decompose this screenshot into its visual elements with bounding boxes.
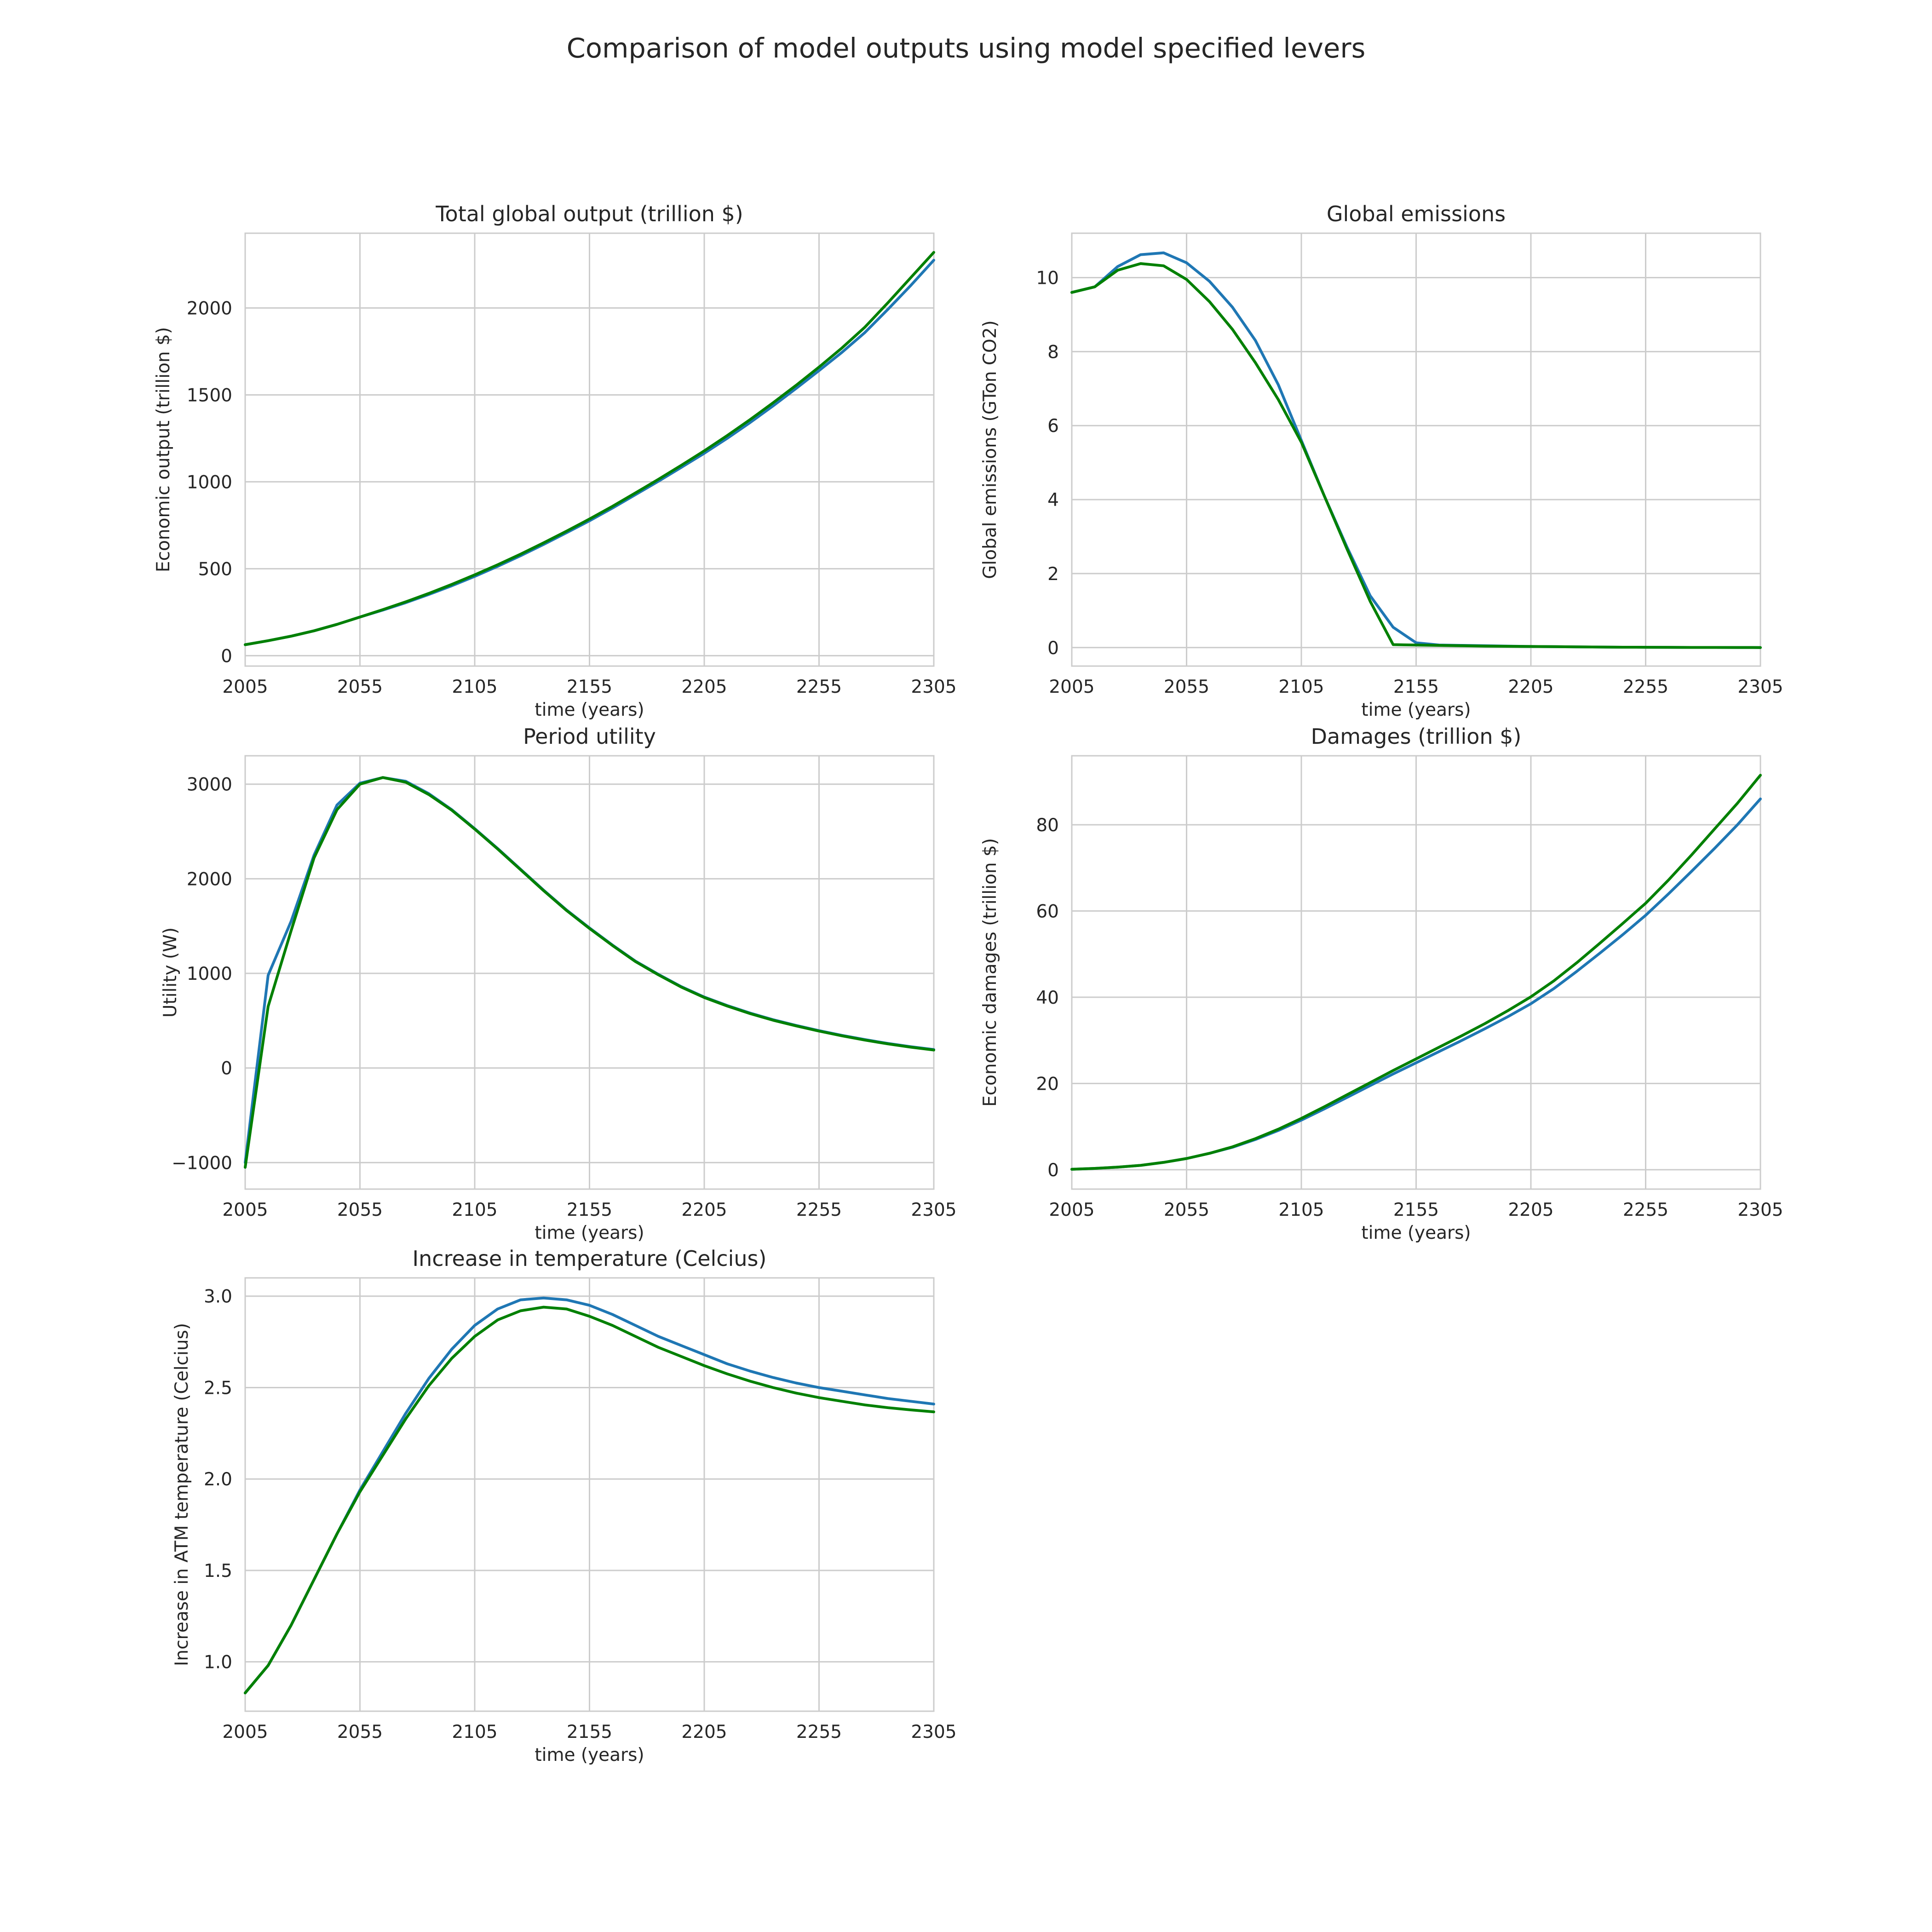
series-line-2 <box>1070 262 1762 649</box>
x-tick-label: 2305 <box>911 1722 956 1742</box>
x-axis-label: time (years) <box>1361 1223 1471 1243</box>
y-tick-label: 8 <box>1047 342 1059 362</box>
y-tick-label: 1.5 <box>204 1561 232 1581</box>
y-tick-label: 2000 <box>187 869 232 890</box>
subplot-title: Global emissions <box>1327 201 1506 226</box>
x-tick-label: 2255 <box>1623 677 1668 697</box>
x-axis-label: time (years) <box>535 700 644 720</box>
x-tick-label: 2005 <box>222 1722 268 1742</box>
x-tick-label: 2155 <box>567 1722 612 1742</box>
y-tick-label: 4 <box>1047 490 1059 511</box>
x-tick-label: 2055 <box>1164 677 1209 697</box>
x-tick-label: 2105 <box>452 1200 497 1220</box>
plot-frame <box>1071 755 1761 1190</box>
y-tick-label: 1.0 <box>204 1652 232 1673</box>
x-tick-label: 2305 <box>911 1200 956 1220</box>
figure-title: Comparison of model outputs using model … <box>567 32 1366 64</box>
x-axis-label: time (years) <box>535 1223 644 1243</box>
x-tick-label: 2255 <box>1623 1200 1668 1220</box>
x-tick-label: 2105 <box>1278 677 1324 697</box>
x-tick-label: 2255 <box>796 677 842 697</box>
x-tick-label: 2155 <box>567 677 612 697</box>
y-tick-label: 2000 <box>187 299 232 319</box>
y-tick-label: 6 <box>1047 416 1059 437</box>
x-tick-label: 2105 <box>1278 1200 1324 1220</box>
x-tick-label: 2205 <box>1508 677 1553 697</box>
plot-frame <box>244 232 935 667</box>
y-tick-label: 20 <box>1036 1074 1059 1094</box>
y-tick-label: 2.5 <box>204 1378 232 1398</box>
x-tick-label: 2305 <box>1737 1200 1783 1220</box>
x-tick-label: 2205 <box>681 677 727 697</box>
y-tick-label: 2.0 <box>204 1469 232 1490</box>
subplot-title: Increase in temperature (Celcius) <box>413 1246 767 1271</box>
x-tick-label: 2155 <box>1393 1200 1439 1220</box>
x-tick-label: 2155 <box>1393 677 1439 697</box>
x-tick-label: 2205 <box>1508 1200 1553 1220</box>
x-tick-label: 2205 <box>681 1200 727 1220</box>
x-axis-label: time (years) <box>535 1745 644 1765</box>
x-tick-label: 2055 <box>337 677 383 697</box>
y-tick-label: 0 <box>221 646 232 667</box>
series-line-2 <box>244 251 935 646</box>
x-tick-label: 2005 <box>222 677 268 697</box>
y-tick-label: 500 <box>198 559 232 580</box>
plot-frame <box>244 1277 935 1712</box>
y-tick-label: 40 <box>1036 988 1059 1008</box>
subplot-1: 2005 2055 2105 2155 2205 2255 2305 0 500 1000 1500… <box>153 201 957 720</box>
x-tick-label: 2005 <box>1049 677 1094 697</box>
x-tick-label: 2255 <box>796 1200 842 1220</box>
y-tick-label: 80 <box>1036 815 1059 836</box>
series-line-2 <box>1070 774 1762 1171</box>
x-tick-label: 2055 <box>337 1722 383 1742</box>
subplot-title: Damages (trillion $) <box>1311 724 1522 749</box>
x-tick-label: 2255 <box>796 1722 842 1742</box>
y-tick-label: 1500 <box>187 385 232 406</box>
y-tick-label: 0 <box>1047 1160 1059 1181</box>
subplot-2: 2005 2055 2105 2155 2205 2255 2305 0 2 4 6 8 10 Globa… <box>980 201 1783 720</box>
x-tick-label: 2105 <box>452 1722 497 1742</box>
x-tick-label: 2205 <box>681 1722 727 1742</box>
subplot-5: 2005 2055 2105 2155 2205 2255 2305 1.0 1.5 2.0 2.5… <box>172 1246 957 1765</box>
y-tick-label: 3000 <box>187 775 232 795</box>
y-tick-label: 10 <box>1036 268 1059 289</box>
series-line-2 <box>244 776 935 1169</box>
subplot-3: 2005 2055 2105 2155 2205 2255 2305 −1000 0 1000 20… <box>160 724 957 1243</box>
y-tick-label: 0 <box>1047 638 1059 659</box>
x-tick-label: 2105 <box>452 677 497 697</box>
x-tick-label: 2005 <box>222 1200 268 1220</box>
series-line-2 <box>244 1305 935 1695</box>
axes-layer: 2005 2055 2105 2155 2205 2255 2305050010001500… <box>153 201 1783 1765</box>
subplot-4: 2005 2055 2105 2155 2205 2255 2305 0 20 40 60 80 Dam… <box>980 724 1783 1243</box>
plot-frame <box>1071 232 1761 667</box>
plot-frame <box>244 755 935 1190</box>
y-tick-label: 1000 <box>187 964 232 984</box>
y-axis-label: Global emissions (GTon CO2) <box>980 320 1000 579</box>
y-axis-label: Utility (W) <box>160 927 181 1018</box>
x-tick-label: 2305 <box>1737 677 1783 697</box>
y-axis-label: Increase in ATM temperature (Celcius) <box>172 1323 192 1666</box>
x-tick-label: 2055 <box>337 1200 383 1220</box>
x-tick-label: 2005 <box>1049 1200 1094 1220</box>
y-axis-label: Economic output (trillion $) <box>153 327 174 572</box>
y-tick-label: 0 <box>221 1058 232 1079</box>
y-tick-label: −1000 <box>172 1153 232 1173</box>
subplot-title: Period utility <box>523 724 656 749</box>
x-axis-label: time (years) <box>1361 700 1471 720</box>
y-tick-label: 2 <box>1047 564 1059 585</box>
y-axis-label: Economic damages (trillion $) <box>980 838 1000 1107</box>
subplot-title: Total global output (trillion $) <box>435 201 743 226</box>
y-tick-label: 1000 <box>187 472 232 493</box>
x-tick-label: 2155 <box>567 1200 612 1220</box>
y-tick-label: 3.0 <box>204 1287 232 1307</box>
x-tick-label: 2055 <box>1164 1200 1209 1220</box>
x-tick-label: 2305 <box>911 677 956 697</box>
y-tick-label: 60 <box>1036 901 1059 922</box>
